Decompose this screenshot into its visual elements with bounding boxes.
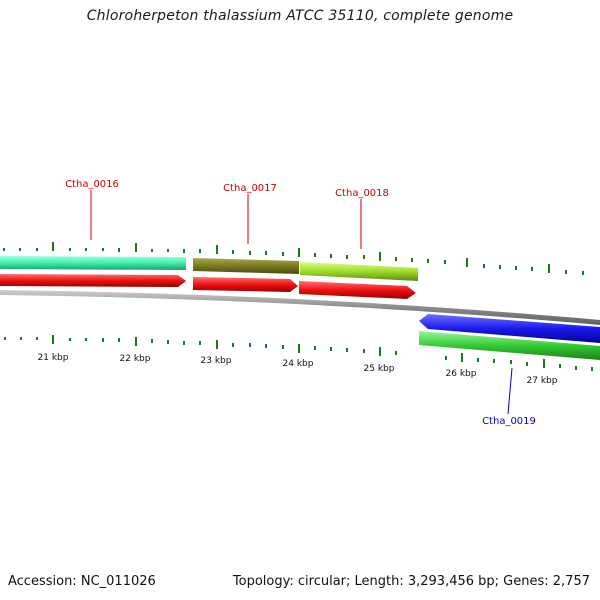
gene-feature-ctha-0017[interactable] [193,258,299,274]
cds-arrow-ctha-0018[interactable] [299,281,416,299]
leader-line-ctha-0019 [507,367,513,415]
scale-label-26: 26 kbp [446,369,477,379]
gene-feature-ctha-0018[interactable] [300,262,418,281]
feature-track-forward [0,256,418,281]
scale-label-25: 25 kbp [364,364,395,374]
scale-label-23: 23 kbp [201,356,232,366]
scale-labels: 21 kbp 22 kbp 23 kbp 24 kbp 25 kbp 26 kb… [38,353,558,386]
scale-label-21: 21 kbp [38,353,69,363]
cds-arrow-ctha-0017[interactable] [193,277,298,292]
lower-tick-row [4,335,593,371]
scale-label-22: 22 kbp [120,354,151,364]
gene-label-ctha-0019[interactable]: Ctha_0019 [482,416,536,427]
cds-track-forward [0,274,416,299]
scale-label-24: 24 kbp [283,359,314,369]
gene-labels: Ctha_0016 Ctha_0017 Ctha_0018 Ctha_0019 [65,179,536,427]
gene-label-ctha-0018[interactable]: Ctha_0018 [335,188,389,199]
gene-feature-ctha-0019[interactable] [419,331,600,360]
accession-info: Accession: NC_011026 [8,574,156,589]
accession-value: NC_011026 [80,574,156,589]
genome-backbone [0,290,600,325]
gene-label-ctha-0017[interactable]: Ctha_0017 [223,183,277,194]
scale-label-27: 27 kbp [527,376,558,386]
genome-title: Chloroherpeton thalassium ATCC 35110, co… [86,8,514,24]
cds-arrow-ctha-0016[interactable] [0,274,186,287]
cds-arrow-ctha-0019[interactable] [419,314,600,343]
upper-tick-row [3,242,584,275]
gene-feature-ctha-0016[interactable] [0,256,186,270]
gene-label-ctha-0016[interactable]: Ctha_0016 [65,179,119,190]
genome-stats: Topology: circular; Length: 3,293,456 bp… [232,574,590,589]
accession-label: Accession: [8,574,77,589]
